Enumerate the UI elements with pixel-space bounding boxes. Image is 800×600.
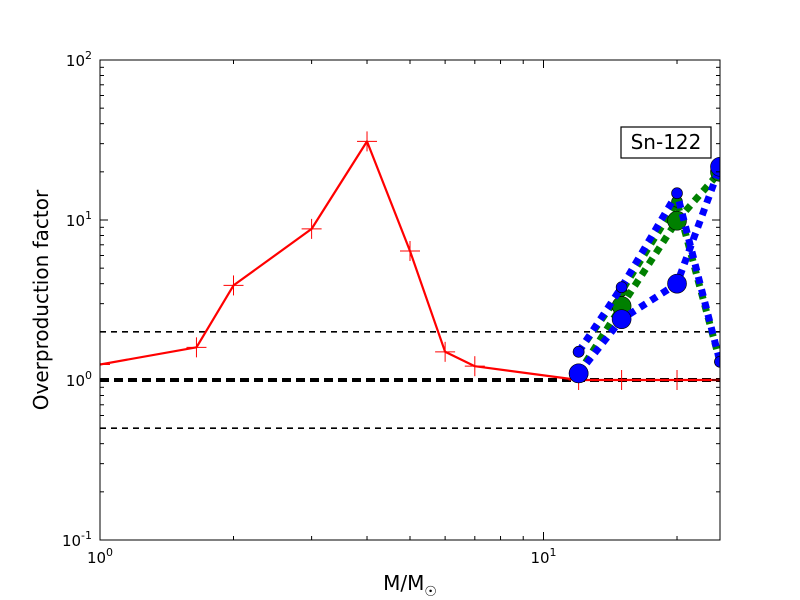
reference-lines bbox=[100, 331, 720, 429]
series-0-point-2 bbox=[223, 275, 244, 296]
series-0-point-3 bbox=[301, 218, 322, 239]
y-tick-label-3: 102 bbox=[66, 49, 92, 70]
series-4-point-0 bbox=[568, 363, 589, 384]
annotation-frame bbox=[620, 126, 712, 159]
x-tick-label-0: 100 bbox=[87, 546, 113, 567]
series-4-point-1 bbox=[611, 309, 632, 329]
series-3-line bbox=[575, 189, 720, 363]
series-3-point-0 bbox=[572, 346, 585, 358]
series-0-point-0 bbox=[100, 354, 110, 375]
series-0-point-5 bbox=[400, 241, 420, 262]
annotation-box: Sn-122 bbox=[620, 126, 712, 159]
series-layer bbox=[100, 131, 720, 390]
y-axis-title: Overproduction factor bbox=[29, 189, 53, 410]
y-tick-label-2: 101 bbox=[66, 209, 92, 230]
series-0-point-6 bbox=[435, 341, 456, 362]
series-0-point-4 bbox=[357, 131, 378, 152]
series-2-line bbox=[575, 169, 720, 376]
x-axis-title-subscript: ☉ bbox=[424, 584, 437, 600]
series-4-line bbox=[575, 165, 720, 376]
y-tick-label-1: 100 bbox=[66, 369, 92, 390]
x-tick-label-1: 101 bbox=[530, 546, 556, 567]
series-0-point-9 bbox=[611, 370, 632, 390]
x-axis-title: M/M☉ bbox=[383, 571, 437, 600]
annotation-label: Sn-122 bbox=[631, 130, 702, 154]
series-0-point-7 bbox=[464, 356, 485, 377]
y-tick-label-0: 10-1 bbox=[62, 529, 92, 550]
x-axis-title-main: M/M bbox=[383, 571, 424, 595]
series-3-point-2 bbox=[671, 187, 683, 200]
series-3-point-3 bbox=[714, 355, 720, 368]
series-4-point-2 bbox=[667, 273, 687, 294]
series-3-point-1 bbox=[615, 281, 628, 294]
series-0-point-10 bbox=[667, 370, 688, 390]
series-0-point-1 bbox=[186, 337, 207, 358]
